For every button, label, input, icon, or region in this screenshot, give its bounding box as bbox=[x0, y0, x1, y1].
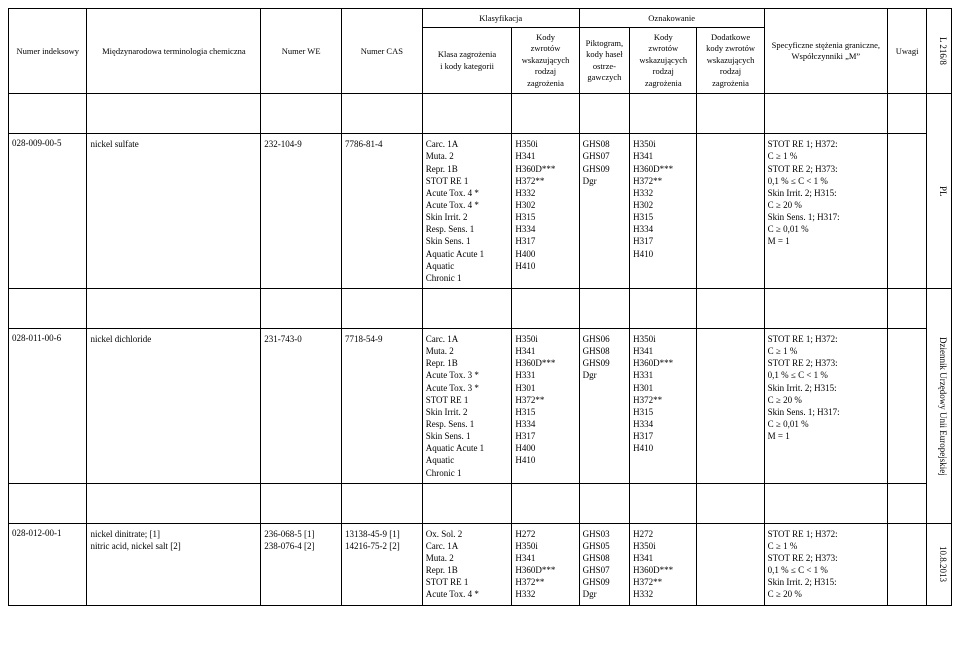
cell-cas: 13138-45-9 [1] 14216-75-2 [2] bbox=[341, 523, 422, 605]
classification-table: Numer indeksowy Międzynarodowa terminolo… bbox=[8, 8, 952, 606]
cell-klasa: Carc. 1A Muta. 2 Repr. 1B Acute Tox. 3 *… bbox=[422, 329, 512, 484]
hdr-numer-we: Numer WE bbox=[261, 9, 342, 94]
cell-idx: 028-012-00-1 bbox=[9, 523, 87, 605]
cell-kody2: H350i H341 H360D*** H372** H332 H302 H31… bbox=[630, 134, 697, 289]
spacer-row: PL bbox=[9, 94, 952, 134]
cell-we: 232-104-9 bbox=[261, 134, 342, 289]
cell-klasa: Carc. 1A Muta. 2 Repr. 1B STOT RE 1 Acut… bbox=[422, 134, 512, 289]
cell-uwagi bbox=[888, 329, 927, 484]
cell-spec: STOT RE 1; H372: C ≥ 1 % STOT RE 2; H373… bbox=[764, 523, 887, 605]
hdr-kody-zwrotow-1: Kody zwrotów wskazujących rodzaj zagroże… bbox=[512, 28, 579, 94]
table-row: 028-009-00-5 nickel sulfate 232-104-9 77… bbox=[9, 134, 952, 289]
cell-kody1: H350i H341 H360D*** H372** H332 H302 H31… bbox=[512, 134, 579, 289]
hdr-piktogram: Piktogram, kody haseł ostrze- gawczych bbox=[579, 28, 629, 94]
cell-term: nickel dichloride bbox=[87, 329, 261, 484]
hdr-klasyfikacja: Klasyfikacja bbox=[422, 9, 579, 28]
hdr-klasa-zagrozenia: Klasa zagrożenia i kody kategorii bbox=[422, 28, 512, 94]
cell-dod bbox=[697, 134, 764, 289]
cell-pikt: GHS08 GHS07 GHS09 Dgr bbox=[579, 134, 629, 289]
hdr-specyficzne: Specyficzne stężenia graniczne, Współczy… bbox=[764, 9, 887, 94]
hdr-kody-zwrotow-2: Kody zwrotów wskazujących rodzaj zagroże… bbox=[630, 28, 697, 94]
cell-pikt: GHS06 GHS08 GHS09 Dgr bbox=[579, 329, 629, 484]
cell-cas: 7718-54-9 bbox=[341, 329, 422, 484]
cell-uwagi bbox=[888, 134, 927, 289]
hdr-oznakowanie: Oznakowanie bbox=[579, 9, 764, 28]
spacer-row bbox=[9, 483, 952, 523]
cell-idx: 028-009-00-5 bbox=[9, 134, 87, 289]
cell-uwagi bbox=[888, 523, 927, 605]
cell-kody1: H350i H341 H360D*** H331 H301 H372** H31… bbox=[512, 329, 579, 484]
cell-spec: STOT RE 1; H372: C ≥ 1 % STOT RE 2; H373… bbox=[764, 134, 887, 289]
cell-term: nickel sulfate bbox=[87, 134, 261, 289]
cell-klasa: Ox. Sol. 2 Carc. 1A Muta. 2 Repr. 1B STO… bbox=[422, 523, 512, 605]
cell-kody2: H272 H350i H341 H360D*** H372** H332 bbox=[630, 523, 697, 605]
table-row: 028-011-00-6 nickel dichloride 231-743-0… bbox=[9, 329, 952, 484]
cell-dod bbox=[697, 329, 764, 484]
side-pl: PL bbox=[927, 94, 952, 289]
cell-idx: 028-011-00-6 bbox=[9, 329, 87, 484]
cell-we: 231-743-0 bbox=[261, 329, 342, 484]
hdr-uwagi: Uwagi bbox=[888, 9, 927, 94]
side-date: 10.8.2013 bbox=[927, 523, 952, 605]
hdr-numer-cas: Numer CAS bbox=[341, 9, 422, 94]
header-row-1: Numer indeksowy Międzynarodowa terminolo… bbox=[9, 9, 952, 28]
table-row: 028-012-00-1 nickel dinitrate; [1] nitri… bbox=[9, 523, 952, 605]
cell-we: 236-068-5 [1] 238-076-4 [2] bbox=[261, 523, 342, 605]
cell-spec: STOT RE 1; H372: C ≥ 1 % STOT RE 2; H373… bbox=[764, 329, 887, 484]
cell-kody1: H272 H350i H341 H360D*** H372** H332 bbox=[512, 523, 579, 605]
spacer-row: Dziennik Urzędowy Unii Europejskiej bbox=[9, 289, 952, 329]
hdr-terminologia: Międzynarodowa terminologia chemiczna bbox=[87, 9, 261, 94]
hdr-dodatkowe: Dodatkowe kody zwrotów wskazujących rodz… bbox=[697, 28, 764, 94]
hdr-numer-indeksowy: Numer indeksowy bbox=[9, 9, 87, 94]
side-page-ref: L 216/8 bbox=[927, 9, 952, 94]
cell-term: nickel dinitrate; [1] nitric acid, nicke… bbox=[87, 523, 261, 605]
cell-dod bbox=[697, 523, 764, 605]
cell-cas: 7786-81-4 bbox=[341, 134, 422, 289]
cell-kody2: H350i H341 H360D*** H331 H301 H372** H31… bbox=[630, 329, 697, 484]
cell-pikt: GHS03 GHS05 GHS08 GHS07 GHS09 Dgr bbox=[579, 523, 629, 605]
side-journal: Dziennik Urzędowy Unii Europejskiej bbox=[927, 289, 952, 524]
